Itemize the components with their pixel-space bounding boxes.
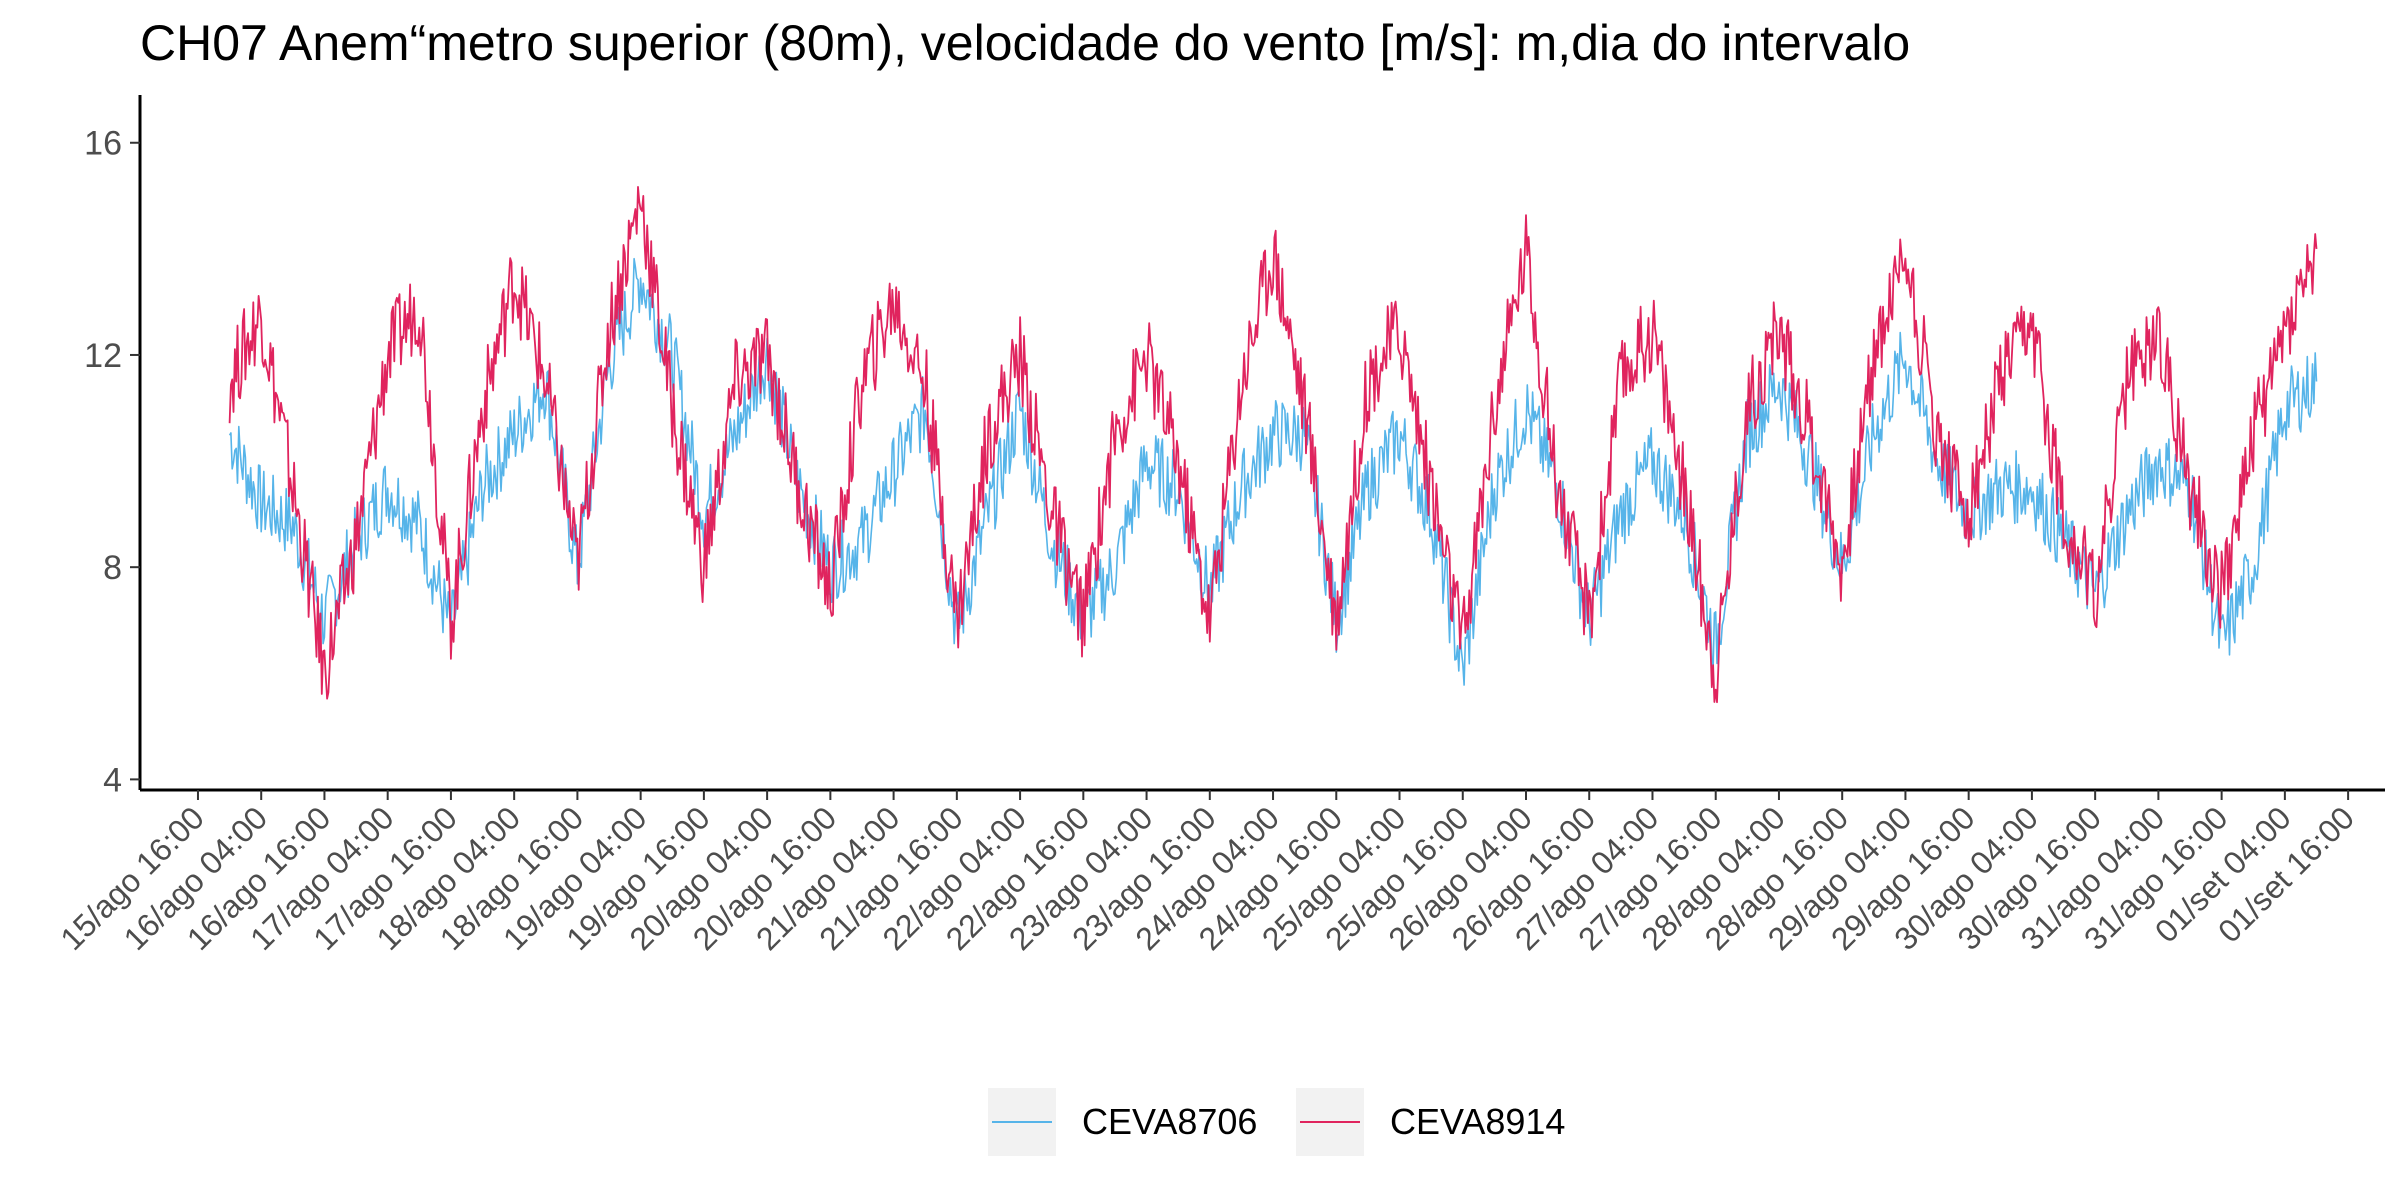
series-line-CEVA8706 [228, 257, 2318, 686]
chart-title: CH07 Anem“metro superior (80m), velocida… [140, 15, 1911, 71]
legend: CEVA8706 CEVA8914 [988, 1088, 1565, 1156]
y-tick-label: 16 [84, 125, 122, 163]
series-line-CEVA8914 [228, 186, 2318, 704]
series-layer [228, 186, 2318, 704]
y-tick-label: 4 [103, 761, 122, 799]
y-tick-label: 12 [84, 337, 122, 375]
y-tick-label: 8 [103, 549, 122, 587]
legend-label-CEVA8706: CEVA8706 [1082, 1101, 1257, 1142]
legend-label-CEVA8914: CEVA8914 [1390, 1101, 1565, 1142]
